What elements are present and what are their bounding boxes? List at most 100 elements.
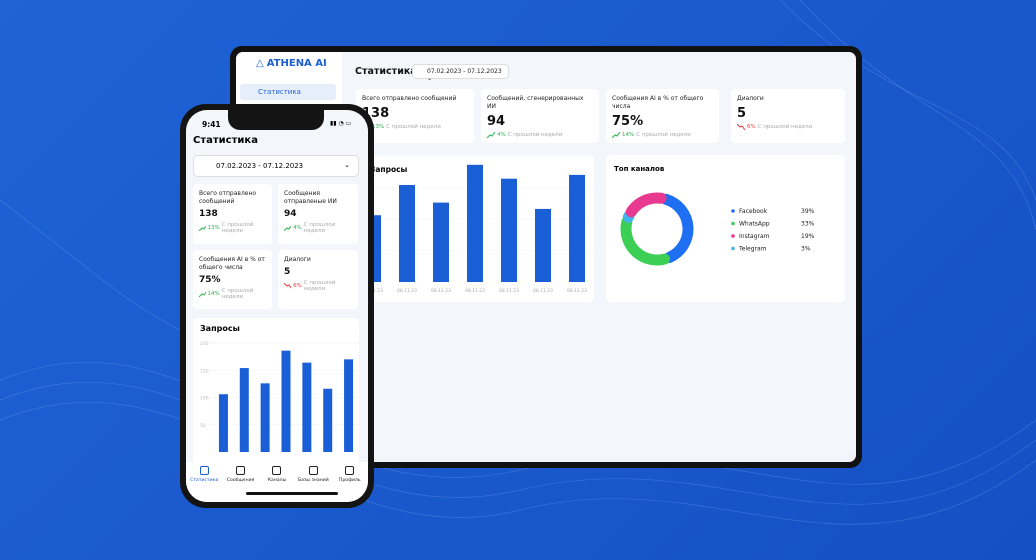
brand-logo: △ ATHENA AI	[256, 58, 327, 69]
card-change: 6% С прошлой недели	[284, 280, 352, 292]
legend-label: Instagram	[739, 233, 770, 240]
card-label: Сообщений, сгенерированных ИИ	[487, 95, 584, 110]
change-note: С прошлой недели	[507, 132, 563, 138]
tab-icon	[236, 466, 246, 475]
requests-chart: 08.11.23 08.11.23 08.11.23 08.11.23 08.11.23…	[356, 155, 594, 294]
notch	[228, 110, 324, 130]
requests-panel: Запросы 08.11.23 08.11.23 08.11.23 08.11.23…	[356, 155, 594, 302]
bar	[569, 174, 585, 282]
change-note: С прошлой недели	[303, 280, 336, 292]
legend-value: 39%	[801, 208, 815, 215]
panel-title: Запросы	[200, 324, 240, 333]
card-value: 75%	[199, 275, 221, 285]
tab-icon	[308, 466, 318, 475]
trend-line	[737, 124, 745, 130]
stat-card: Сообщения отправленые ИИ 94 4% С прошлой не…	[278, 184, 358, 244]
date-range: 07.02.2023 - 07.12.2023	[427, 68, 502, 75]
card-value: 5	[284, 267, 291, 277]
card-change: 13% С прошлой недели	[199, 222, 266, 234]
page-title: Статистика	[193, 135, 258, 146]
legend-label: Facebook	[739, 208, 768, 215]
trend-arrow	[199, 226, 206, 231]
card-label: Всего отправлено сообщений	[199, 190, 257, 205]
channels-panel: Топ каналов Facebook 39% WhatsApp 33% Instag…	[606, 155, 845, 302]
trend-arrow	[199, 292, 206, 297]
card-value: 138	[362, 106, 390, 121]
bar	[501, 178, 517, 282]
card-change: 14% С прошлой недели	[199, 288, 266, 300]
home-indicator	[246, 492, 338, 495]
trend-arrow	[284, 283, 292, 289]
change-value: 4%	[497, 132, 506, 138]
phone-screen: 9:41 ▮▮ ◔ ▭ Статистика 07.02.2023 - 07.1…	[186, 110, 368, 502]
tab-label: Профиль	[338, 478, 361, 483]
card-value: 5	[737, 106, 747, 121]
tab[interactable]: Базы знаний	[295, 466, 331, 483]
x-tick-label: 08.11.23	[499, 288, 519, 294]
trend-arrow	[737, 124, 745, 130]
bar	[281, 350, 291, 452]
bar	[433, 202, 449, 282]
tab[interactable]: Статистика	[186, 466, 222, 483]
trend-arrow	[487, 132, 495, 138]
panel-title: Запросы	[370, 165, 408, 174]
tab-icon	[272, 466, 282, 475]
change-note: С прошлой недели	[386, 124, 441, 130]
card-change: 14% С прошлой недели	[612, 132, 713, 138]
legend-value: 19%	[801, 233, 815, 240]
tab-icon	[199, 466, 209, 475]
nav-item[interactable]: Статистика	[240, 84, 336, 100]
donut-segment	[620, 216, 671, 266]
tab-label: Статистика	[190, 478, 219, 483]
bar	[260, 383, 270, 452]
change-value: 13%	[372, 124, 385, 130]
y-tick-label: 150	[200, 368, 209, 374]
page-title: Статистика	[355, 66, 417, 77]
panel-title: Топ каналов	[614, 165, 665, 173]
card-label: Диалоги	[737, 95, 764, 102]
status-time: 9:41	[202, 120, 221, 129]
date-picker[interactable]: 07.02.2023 - 07.12.2023 ⌄	[193, 155, 359, 177]
requests-panel: Запросы 50 100 150 200	[193, 318, 359, 463]
card-change: 6% С прошлой недели	[737, 124, 839, 130]
card-label: Сообщения отправленые ИИ	[284, 190, 337, 205]
y-tick-label: 100	[200, 396, 209, 402]
card-value: 138	[199, 209, 218, 219]
change-note: С прошлой недели	[636, 132, 691, 138]
tab-icon	[345, 466, 355, 475]
legend-label: Telegram	[738, 246, 767, 253]
tab-label: Базы знаний	[298, 478, 329, 483]
legend-dot	[731, 246, 735, 251]
trend-line	[199, 226, 206, 231]
donut-segment	[625, 192, 667, 218]
requests-chart: 50 100 150 200	[200, 341, 359, 452]
trend-line	[284, 225, 292, 231]
change-note: С прошлой недели	[221, 222, 254, 234]
bar	[467, 164, 483, 282]
y-tick-label: 200	[200, 341, 209, 347]
date-picker[interactable]: 07.02.2023 - 07.12.2023 ⌄	[412, 64, 509, 82]
date-range: 07.02.2023 - 07.12.2023	[216, 162, 304, 170]
x-tick-label: 08.11.23	[431, 288, 451, 294]
change-note: С прошлой недели	[303, 222, 336, 234]
card-change: 4% С прошлой недели	[487, 132, 593, 138]
stat-card: Сообщения AI в % от общего числа 75% 14% С …	[606, 89, 719, 143]
tab[interactable]: Профиль	[332, 466, 368, 483]
card-value: 94	[284, 209, 297, 219]
trend-line	[612, 132, 620, 138]
bar	[323, 388, 333, 452]
tab[interactable]: Каналы	[259, 466, 295, 483]
nav-label: Статистика	[258, 88, 301, 96]
tab-bar: Статистика Сообщения Каналы Базы знаний Проф…	[186, 462, 368, 502]
bar	[344, 359, 354, 452]
tab[interactable]: Сообщения	[222, 466, 258, 483]
stat-card: Диалоги 5 6% С прошлой недели	[731, 89, 845, 143]
legend-dot	[731, 234, 735, 238]
tab-label: Сообщения	[226, 478, 255, 483]
card-label: Сообщения AI в % от общего числа	[199, 256, 265, 271]
legend-value: 3%	[801, 246, 811, 253]
trend-arrow	[284, 225, 292, 231]
legend-dot	[731, 221, 735, 226]
